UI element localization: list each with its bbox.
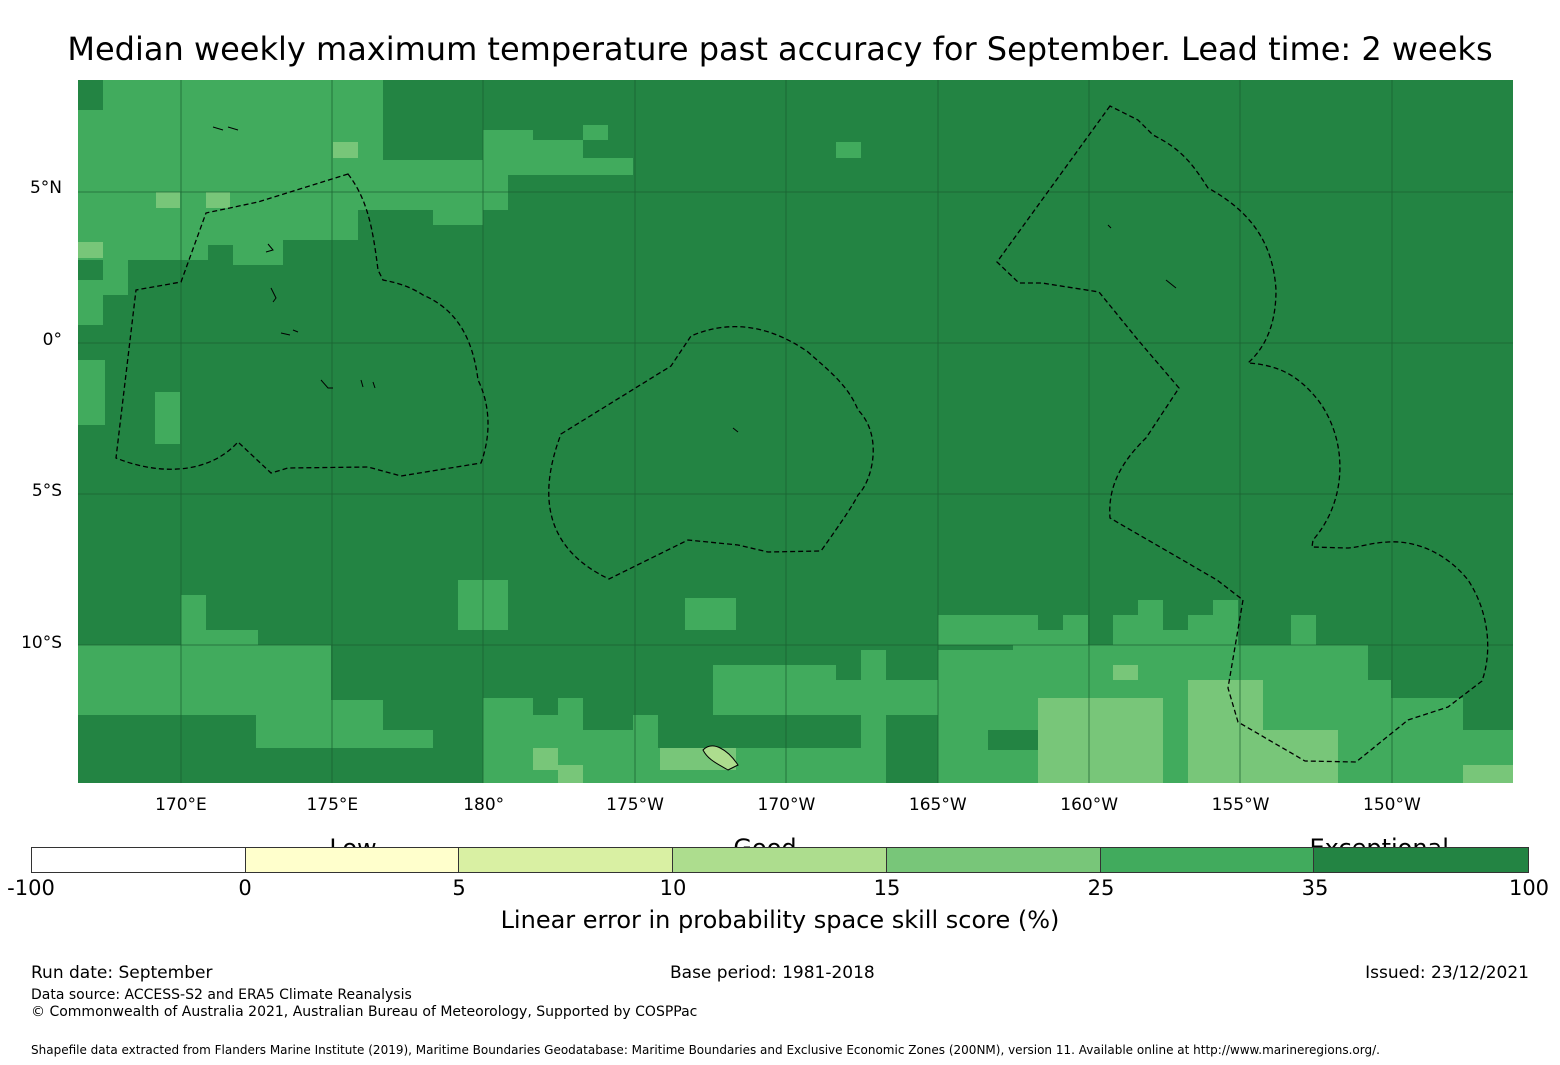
map-title: Median weekly maximum temperature past a…: [67, 30, 1493, 68]
lon-label: 180°: [463, 795, 505, 815]
lat-label: 5°N: [29, 178, 62, 199]
run-date: Run date: September: [31, 963, 213, 983]
lon-label: 175°W: [606, 795, 664, 815]
lon-label: 150°W: [1363, 795, 1421, 815]
colorbar-bin: [673, 848, 887, 872]
colorbar-tick: 35: [1301, 876, 1329, 900]
skill-map: [78, 80, 1513, 783]
colorbar-bin: [459, 848, 674, 872]
lon-label: 155°W: [1211, 795, 1270, 815]
eez-tokelau-samoa: [548, 326, 874, 580]
colorbar-tick: -100: [7, 876, 55, 900]
colorbar: [31, 847, 1529, 873]
islands: [212, 126, 1177, 771]
colorbar-bin: [886, 848, 1101, 872]
data-source: Data source: ACCESS-S2 and ERA5 Climate …: [31, 987, 412, 1003]
colorbar-label: Linear error in probability space skill …: [500, 906, 1060, 934]
lon-label: 165°W: [908, 795, 967, 815]
colorbar-bin: [1100, 848, 1315, 872]
lon-label: 170°E: [155, 795, 207, 815]
colorbar-tick: 25: [1087, 876, 1115, 900]
eez-kiribati-gilbert: [115, 173, 489, 477]
eez-kiribati-line: [996, 105, 1489, 763]
lat-label: 0°: [42, 329, 62, 350]
map-canvas: [78, 80, 1513, 783]
eez-boundaries: [115, 105, 1489, 763]
graticule: [78, 80, 1513, 783]
colorbar-tick: 100: [1508, 876, 1550, 900]
base-period: Base period: 1981-2018: [670, 963, 875, 983]
lat-label: 10°S: [21, 632, 62, 653]
lon-label: 175°E: [306, 795, 359, 815]
shapefile-credit: Shapefile data extracted from Flanders M…: [31, 1043, 1380, 1057]
colorbar-bin: [245, 848, 460, 872]
colorbar-bin: [1314, 848, 1528, 872]
lon-label: 170°W: [757, 795, 816, 815]
colorbar-tick: 15: [873, 876, 901, 900]
colorbar-bin: [32, 848, 246, 872]
colorbar-tick: 5: [452, 876, 466, 900]
issued-date: Issued: 23/12/2021: [1365, 963, 1529, 983]
lon-label: 160°W: [1060, 795, 1119, 815]
lat-label: 5°S: [31, 481, 62, 502]
colorbar-tick: 10: [659, 876, 687, 900]
skill-patches: [78, 80, 861, 444]
colorbar-tick: 0: [238, 876, 252, 900]
copyright: © Commonwealth of Australia 2021, Austra…: [31, 1004, 698, 1020]
